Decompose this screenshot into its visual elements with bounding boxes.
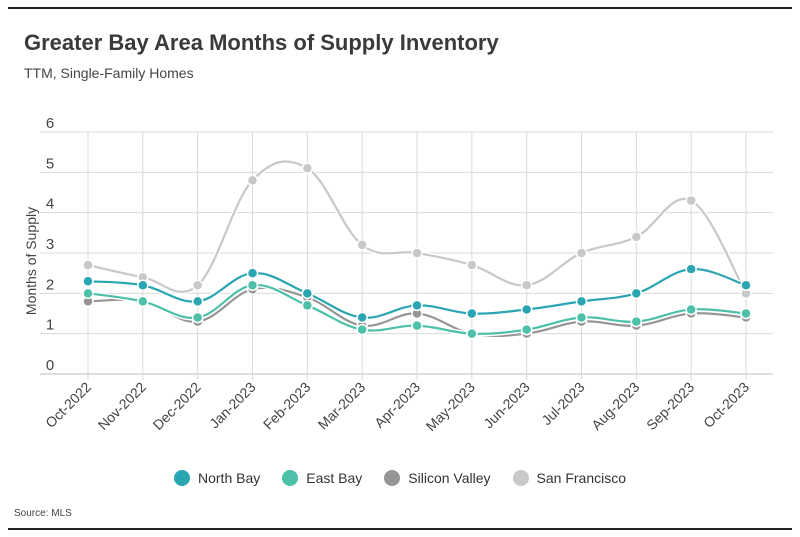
data-point-san-francisco xyxy=(356,239,368,251)
data-point-east-bay xyxy=(82,287,94,300)
legend-swatch xyxy=(384,470,401,486)
data-point-north-bay xyxy=(246,267,259,279)
data-point-east-bay xyxy=(685,303,697,316)
data-point-east-bay xyxy=(137,295,149,308)
data-point-north-bay xyxy=(630,287,643,300)
top-rule xyxy=(8,7,792,9)
data-point-north-bay xyxy=(356,311,368,324)
legend-item-north-bay: North Bay xyxy=(174,470,260,486)
y-tick-label: 4 xyxy=(46,196,54,213)
chart-title: Greater Bay Area Months of Supply Invent… xyxy=(24,30,499,55)
x-tick-label: Oct-2023 xyxy=(700,379,752,431)
data-point-east-bay xyxy=(191,311,204,324)
legend-item-silicon-valley: Silicon Valley xyxy=(384,470,491,486)
data-point-east-bay xyxy=(411,319,423,332)
x-tick-label: Oct-2022 xyxy=(42,379,94,431)
data-point-east-bay xyxy=(301,299,314,312)
data-point-san-francisco xyxy=(82,259,94,271)
data-point-east-bay xyxy=(575,311,588,324)
data-point-north-bay xyxy=(191,295,204,308)
data-point-north-bay xyxy=(575,295,588,308)
data-point-north-bay xyxy=(740,279,752,292)
x-tick-label: Feb-2023 xyxy=(260,379,314,433)
x-tick-label: Jun-2023 xyxy=(480,379,533,432)
bottom-rule xyxy=(8,528,792,530)
data-point-north-bay xyxy=(520,303,533,316)
y-axis-label: Months of Supply xyxy=(23,207,39,315)
x-tick-label: Jan-2023 xyxy=(206,379,259,432)
data-point-san-francisco xyxy=(411,247,423,259)
source-note: Source: MLS xyxy=(14,508,72,519)
data-point-north-bay xyxy=(466,307,478,320)
legend-label: San Francisco xyxy=(536,470,626,486)
y-tick-label: 0 xyxy=(46,357,54,374)
x-tick-label: Apr-2023 xyxy=(371,379,423,431)
legend-label: Silicon Valley xyxy=(408,470,491,486)
data-point-east-bay xyxy=(356,323,368,336)
x-tick-label: Dec-2022 xyxy=(150,379,204,433)
chart-legend: North Bay East Bay Silicon Valley San Franc… xyxy=(0,470,800,486)
legend-swatch xyxy=(174,470,190,486)
data-point-north-bay xyxy=(137,279,149,292)
data-point-north-bay xyxy=(301,287,314,300)
legend-label: East Bay xyxy=(306,470,363,486)
legend-swatch xyxy=(282,470,299,486)
x-tick-label: Mar-2023 xyxy=(315,379,369,433)
data-point-north-bay xyxy=(411,299,423,312)
data-point-san-francisco xyxy=(246,174,259,187)
data-point-san-francisco xyxy=(520,279,533,292)
legend-item-east-bay: East Bay xyxy=(282,470,362,486)
x-tick-label: Nov-2022 xyxy=(95,379,149,433)
data-point-san-francisco xyxy=(301,162,314,175)
data-point-north-bay xyxy=(685,263,697,275)
data-point-north-bay xyxy=(82,275,94,287)
x-tick-label: Jul-2023 xyxy=(538,379,587,428)
legend-label: North Bay xyxy=(198,470,261,486)
data-point-east-bay xyxy=(520,323,533,336)
data-point-san-francisco xyxy=(575,247,588,259)
data-point-east-bay xyxy=(630,315,643,328)
data-point-san-francisco xyxy=(191,279,204,292)
x-tick-label: Sep-2023 xyxy=(643,379,697,433)
data-point-san-francisco xyxy=(466,259,478,271)
y-tick-label: 3 xyxy=(46,236,54,253)
data-point-san-francisco xyxy=(630,231,643,243)
data-point-san-francisco xyxy=(685,194,697,207)
y-tick-label: 5 xyxy=(46,155,54,172)
data-point-east-bay xyxy=(246,279,259,292)
data-point-east-bay xyxy=(740,307,752,320)
y-tick-label: 6 xyxy=(46,115,54,132)
legend-swatch xyxy=(512,470,529,486)
y-tick-label: 1 xyxy=(46,317,54,334)
data-point-east-bay xyxy=(466,327,478,340)
y-tick-label: 2 xyxy=(46,276,54,293)
x-tick-label: Aug-2023 xyxy=(588,379,642,433)
legend-item-san-francisco: San Francisco xyxy=(512,470,626,486)
x-tick-label: May-2023 xyxy=(423,379,478,434)
chart-subtitle: TTM, Single-Family Homes xyxy=(24,65,194,81)
